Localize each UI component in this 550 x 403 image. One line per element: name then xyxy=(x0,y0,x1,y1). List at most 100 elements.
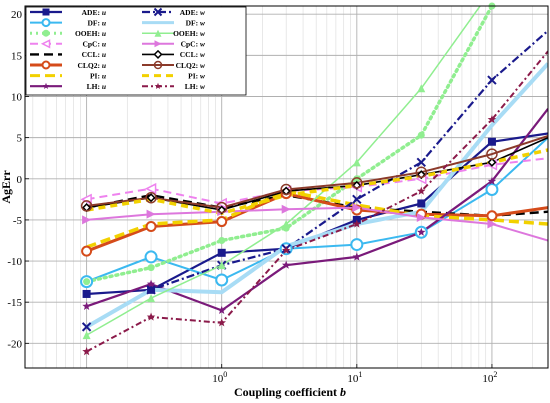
legend-marker-ccl-w xyxy=(153,49,163,59)
legend-label-ooeh-u: OOEH: u xyxy=(75,29,106,38)
data-point-cpc-w xyxy=(146,209,156,219)
data-point-cpc-w xyxy=(487,219,497,229)
y-tick-label: 15 xyxy=(11,50,23,62)
data-point-ccl-w xyxy=(487,157,497,167)
data-point-lh-u xyxy=(146,279,156,288)
legend-label-df-u: DF: u xyxy=(87,18,106,27)
data-point-clq2-w xyxy=(280,183,292,196)
legend-label-clq2-w: CLQ2: w xyxy=(176,61,206,70)
data-point-clq2-u xyxy=(216,216,228,228)
data-point-ooeh-w xyxy=(417,84,426,93)
series-line-pi-u xyxy=(86,189,548,249)
data-point-lh-w xyxy=(281,245,291,254)
data-point-ccl-w xyxy=(146,193,156,203)
legend-label-pi-w: PI: w xyxy=(188,71,206,80)
data-point-df-u xyxy=(144,250,158,264)
data-point-clq2-u xyxy=(486,210,498,222)
data-point-ooeh-w xyxy=(82,331,91,340)
x-tick-label: 101 xyxy=(347,370,362,385)
legend-marker-clq2-w xyxy=(153,60,163,70)
data-point-ade-w xyxy=(81,322,92,332)
series-line-df-u xyxy=(86,136,548,283)
data-point-lh-w xyxy=(82,347,91,356)
y-tick-label: 20 xyxy=(11,9,23,21)
legend-marker-cpc-u xyxy=(40,39,51,49)
legend-label-ccl-u: CCL: u xyxy=(82,50,106,59)
data-point-clq2-w xyxy=(415,166,428,178)
x-tick-label: 100 xyxy=(212,370,227,385)
data-point-clq2-w xyxy=(486,148,498,160)
data-point-ade-u xyxy=(417,199,426,208)
data-point-lh-u xyxy=(487,176,497,185)
y-tick-label: 5 xyxy=(17,133,23,145)
y-tick-label: -20 xyxy=(7,338,22,350)
data-point-df-u xyxy=(350,238,364,252)
series-line-ade-w xyxy=(86,29,548,328)
data-point-clq2-u xyxy=(81,245,93,257)
legend-marker-lh-u xyxy=(42,82,50,90)
data-point-clq2-w xyxy=(145,191,157,204)
series-line-df-w xyxy=(85,62,548,329)
series-line-ooeh-u xyxy=(84,6,499,284)
data-point-clq2-u xyxy=(145,220,157,232)
x-axis-label: Coupling coefficient b xyxy=(234,385,346,399)
y-axis-label: AgErr xyxy=(0,170,13,204)
legend-label-ooeh-w: OOEH: w xyxy=(173,29,206,38)
markers-group xyxy=(80,2,499,356)
data-point-ooeh-w xyxy=(282,220,291,229)
axis-ticks: -20 -15 -10 -5 0 5 10 15 20 100 101 102 xyxy=(7,9,497,385)
data-point-lh-w xyxy=(417,186,426,195)
series-line-clq2-u xyxy=(86,192,548,253)
data-point-df-u xyxy=(485,182,499,196)
data-point-ade-u xyxy=(487,137,496,146)
y-tick-label: 0 xyxy=(17,174,23,186)
y-tick-label: -10 xyxy=(7,256,22,268)
series-line-ooeh-w xyxy=(86,6,482,336)
legend-label-df-w: DF: w xyxy=(186,18,206,27)
data-point-ade-w xyxy=(487,75,497,85)
data-point-ooeh-w xyxy=(352,158,361,167)
legend-label-cpc-u: CpC: u xyxy=(82,40,106,49)
data-point-ooeh-u xyxy=(353,175,361,183)
series-line-pi-w xyxy=(86,148,548,216)
legend-marker-ade-w xyxy=(153,7,163,17)
data-point-lh-w xyxy=(146,312,156,321)
data-point-ade-u xyxy=(217,248,226,257)
legend-label-ccl-w: CCL: w xyxy=(180,50,206,59)
data-point-ade-w xyxy=(146,285,156,295)
legend-marker-cpc-w xyxy=(154,40,162,48)
data-point-cpc-w xyxy=(82,215,92,225)
legend-marker-ade-u xyxy=(42,8,50,16)
series-line-cpc-w xyxy=(86,206,548,242)
data-point-cpc-w xyxy=(416,212,426,222)
x-tick-label: 102 xyxy=(482,370,497,385)
legend-label-clq2-u: CLQ2: u xyxy=(77,61,106,70)
data-point-clq2-w xyxy=(215,201,228,214)
legend-marker-lh-w xyxy=(154,82,162,90)
data-point-lh-u xyxy=(281,260,291,269)
legend-marker-clq2-u xyxy=(41,60,51,70)
data-point-ooeh-w xyxy=(217,261,226,270)
data-point-ooeh-w xyxy=(147,294,156,303)
data-point-ade-u xyxy=(82,289,91,298)
series-line-lh-w xyxy=(86,50,548,353)
data-point-clq2-w xyxy=(351,177,363,189)
legend-label-ade-w: ADE: w xyxy=(180,8,206,17)
legend-label-cpc-w: CpC: w xyxy=(181,40,206,49)
legend-marker-ooeh-w xyxy=(154,29,162,37)
data-point-ade-w xyxy=(416,157,426,168)
y-tick-label: -5 xyxy=(13,215,23,227)
data-point-ade-w xyxy=(352,194,362,205)
data-point-lh-u xyxy=(217,305,226,315)
legend-label-lh-w: LH: w xyxy=(185,82,206,91)
data-point-clq2-w xyxy=(80,200,93,212)
data-point-ooeh-u xyxy=(417,131,425,139)
data-point-cpc-w xyxy=(281,204,291,214)
legend-marker-df-u xyxy=(41,18,51,28)
y-tick-label: -15 xyxy=(7,297,22,309)
data-point-df-u xyxy=(215,273,229,287)
data-point-ooeh-u xyxy=(83,278,91,286)
plot-frame xyxy=(24,5,549,369)
